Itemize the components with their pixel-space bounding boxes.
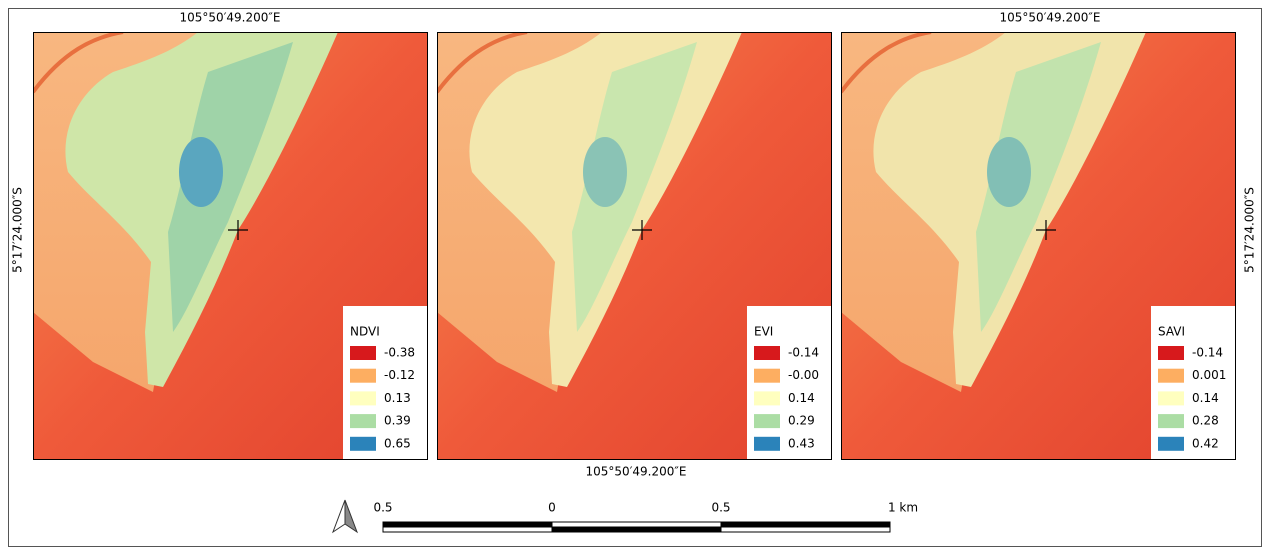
legend-title: SAVI bbox=[1158, 325, 1185, 339]
legend-label: 0.14 bbox=[788, 391, 815, 405]
legend-title: NDVI bbox=[350, 325, 380, 339]
coordinate-label: 5°17′24.000″S bbox=[1243, 187, 1257, 273]
frame bbox=[8, 8, 1262, 547]
legend-title: EVI bbox=[754, 325, 773, 339]
coordinate-label: 105°50′49.200″E bbox=[180, 11, 281, 25]
legend: EVI -0.14 -0.00 0.14 0.29 0.43 bbox=[747, 306, 831, 459]
crosshair bbox=[228, 220, 248, 240]
panel-border bbox=[841, 32, 1236, 460]
legend: NDVI -0.38 -0.12 0.13 0.39 0.65 bbox=[343, 306, 427, 459]
coordinate-label: 105°50′49.200″E bbox=[1000, 11, 1101, 25]
legend-swatch bbox=[350, 414, 376, 429]
scale-labels: 0.5 0 0.5 1 km bbox=[373, 501, 918, 515]
legend-label: 0.29 bbox=[788, 414, 815, 428]
legend-swatch bbox=[754, 414, 780, 429]
crosshair bbox=[632, 220, 652, 240]
legend: SAVI -0.14 0.001 0.14 0.28 0.42 bbox=[1151, 306, 1235, 459]
map-overlay: EVI -0.14 -0.00 0.14 0.29 0.43 bbox=[437, 32, 832, 460]
legend-label: 0.13 bbox=[384, 391, 411, 405]
legend-label: -0.00 bbox=[788, 368, 819, 382]
map-overlay: SAVI -0.14 0.001 0.14 0.28 0.42 bbox=[841, 32, 1236, 460]
legend-label: 0.43 bbox=[788, 436, 815, 450]
legend-label: 0.28 bbox=[1192, 414, 1219, 428]
scale-label: 0.5 bbox=[373, 501, 392, 515]
legend-label: 0.14 bbox=[1192, 391, 1219, 405]
legend-label: 0.001 bbox=[1192, 368, 1226, 382]
legend-label: 0.39 bbox=[384, 414, 411, 428]
panel-border bbox=[437, 32, 832, 460]
legend-swatch bbox=[754, 436, 780, 451]
legend-swatch bbox=[350, 368, 376, 383]
coordinate-label: 105°50′49.200″E bbox=[586, 465, 687, 479]
panel-border bbox=[33, 32, 428, 460]
legend-swatch bbox=[754, 346, 780, 360]
north-arrow bbox=[331, 499, 359, 534]
legend-swatch bbox=[754, 368, 780, 383]
legend-label: -0.14 bbox=[788, 346, 819, 360]
scale-label: 0 bbox=[548, 501, 556, 515]
legend-label: 0.65 bbox=[384, 436, 411, 450]
legend-swatch bbox=[1158, 414, 1184, 429]
legend-label: 0.42 bbox=[1192, 436, 1219, 450]
scale-label: 1 km bbox=[888, 501, 918, 515]
coordinate-label: 5°17′24.000″S bbox=[11, 187, 25, 273]
legend-label: -0.38 bbox=[384, 346, 415, 360]
legend-swatch bbox=[1158, 391, 1184, 406]
legend-swatch bbox=[1158, 346, 1184, 360]
crosshair bbox=[1036, 220, 1056, 240]
legend-swatch bbox=[350, 436, 376, 451]
legend-swatch bbox=[754, 391, 780, 406]
legend-swatch bbox=[350, 391, 376, 406]
map-overlay: NDVI -0.38 -0.12 0.13 0.39 0.65 bbox=[33, 32, 428, 460]
scale-bar bbox=[382, 521, 891, 533]
legend-label: -0.12 bbox=[384, 368, 415, 382]
legend-label: -0.14 bbox=[1192, 346, 1223, 360]
scale-label: 0.5 bbox=[711, 501, 730, 515]
legend-swatch bbox=[350, 346, 376, 360]
legend-swatch bbox=[1158, 436, 1184, 451]
legend-swatch bbox=[1158, 368, 1184, 383]
